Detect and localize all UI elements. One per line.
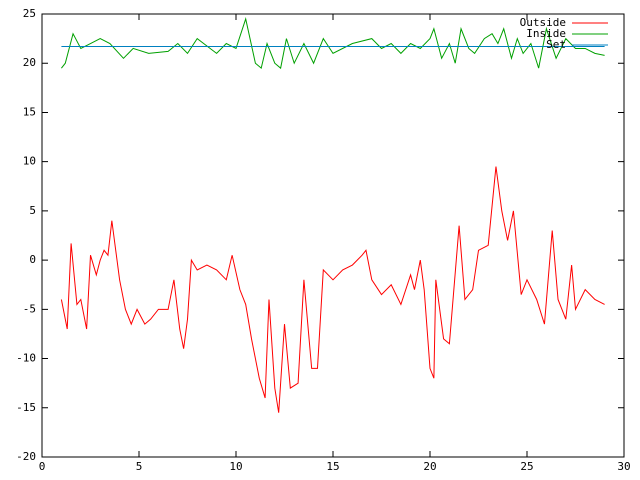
- legend-label: Outside: [520, 16, 566, 29]
- y-tick-label: 25: [23, 7, 36, 20]
- plot-border: [41, 13, 625, 458]
- x-tick-label: 5: [136, 460, 143, 473]
- y-tick-label: 20: [23, 56, 36, 69]
- x-tick-label: 25: [520, 460, 533, 473]
- y-tick-label: 10: [23, 155, 36, 168]
- series-line: [61, 17, 605, 70]
- legend-label: Inside: [526, 27, 566, 40]
- x-tick-label: 10: [229, 460, 242, 473]
- x-tick-label: 20: [423, 460, 436, 473]
- y-tick-label: -20: [16, 450, 36, 463]
- series-line: [60, 166, 605, 413]
- y-tick-label: -15: [16, 401, 36, 414]
- y-tick-label: 5: [29, 204, 36, 217]
- x-tick-label: 30: [617, 460, 630, 473]
- x-tick-label: 15: [326, 460, 339, 473]
- y-tick-label: -5: [23, 302, 36, 315]
- y-tick-label: 15: [23, 105, 36, 118]
- y-tick-label: -10: [16, 352, 36, 365]
- y-tick-label: 0: [29, 253, 36, 266]
- x-tick-label: 0: [39, 460, 46, 473]
- legend-label: Set: [546, 38, 566, 51]
